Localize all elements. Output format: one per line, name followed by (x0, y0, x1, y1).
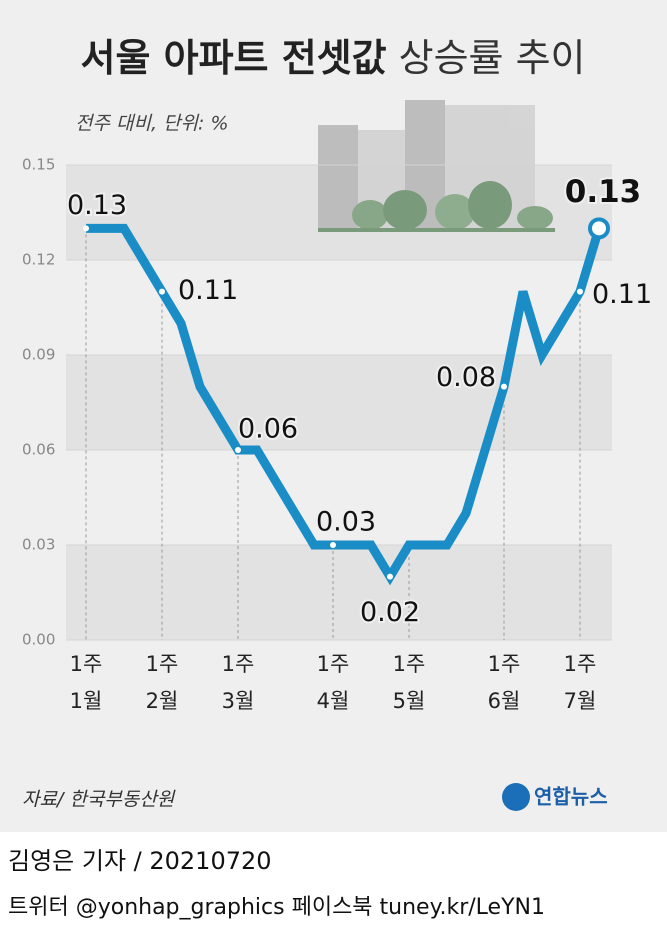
x-tick-label: 1월 (70, 689, 103, 713)
logo-icon (502, 783, 530, 811)
building (318, 125, 358, 230)
value-label: 0.11 (592, 279, 652, 310)
x-tick-label: 1주 (222, 652, 255, 676)
tree (352, 200, 388, 230)
band (66, 355, 612, 450)
tree (435, 194, 475, 230)
logo: 연합뉴스 (534, 785, 608, 809)
plot: 0.00 0.03 0.06 0.09 0.12 0.15 1주 1월 1주 2월 1주 3월 1주 4월… (22, 156, 654, 714)
ground (318, 228, 555, 232)
x-tick-label: 7월 (564, 689, 597, 713)
value-label: 0.08 (436, 362, 496, 393)
title-bold: 서울 아파트 전셋값 (80, 36, 386, 80)
subtitle: 전주 대비, 단위: % (75, 113, 229, 135)
point (501, 383, 507, 390)
y-tick-label: 0.12 (22, 251, 55, 269)
x-tick-label: 1주 (488, 652, 521, 676)
x-tick-label: 1주 (146, 652, 179, 676)
tree (468, 181, 512, 229)
value-label: 0.13 (565, 174, 642, 210)
point (387, 573, 393, 580)
x-tick-label: 4월 (317, 689, 350, 713)
x-tick-label: 1주 (564, 652, 597, 676)
value-label: 0.03 (316, 507, 376, 538)
x-tick-label: 2월 (146, 689, 179, 713)
byline: 김영은 기자 / 20210720 (8, 847, 272, 875)
point (235, 447, 241, 453)
y-tick-label: 0.15 (22, 156, 55, 174)
y-tick-label: 0.00 (22, 631, 55, 649)
value-label: 0.02 (360, 597, 420, 628)
x-tick-label: 1주 (393, 652, 426, 676)
social: 트위터 @yonhap_graphics 페이스북 tuney.kr/LeYN1 (8, 895, 545, 920)
tree (383, 190, 427, 230)
source: 자료/ 한국부동산원 (22, 789, 176, 811)
point (83, 225, 89, 232)
point (330, 542, 336, 548)
x-tick-label: 1주 (317, 652, 350, 676)
x-tick-label: 6월 (488, 689, 521, 713)
tree (517, 206, 553, 230)
point (577, 288, 583, 295)
chart-title: 서울 아파트 전셋값 상승률 추이 (80, 36, 585, 80)
end-point (588, 217, 610, 240)
y-tick-label: 0.06 (22, 441, 55, 459)
value-label: 0.11 (178, 275, 238, 306)
x-tick-label: 3월 (222, 689, 255, 713)
point (159, 288, 165, 295)
x-tick-label: 1주 (70, 652, 103, 676)
line (86, 223, 604, 586)
value-label: 0.06 (238, 414, 298, 445)
value-label: 0.13 (67, 190, 127, 221)
band (66, 545, 612, 640)
bands (66, 165, 612, 640)
y-tick-label: 0.03 (22, 536, 55, 554)
x-tick-label: 5월 (393, 689, 426, 713)
title-light: 상승률 추이 (399, 36, 586, 80)
y-tick-label: 0.09 (22, 346, 55, 364)
